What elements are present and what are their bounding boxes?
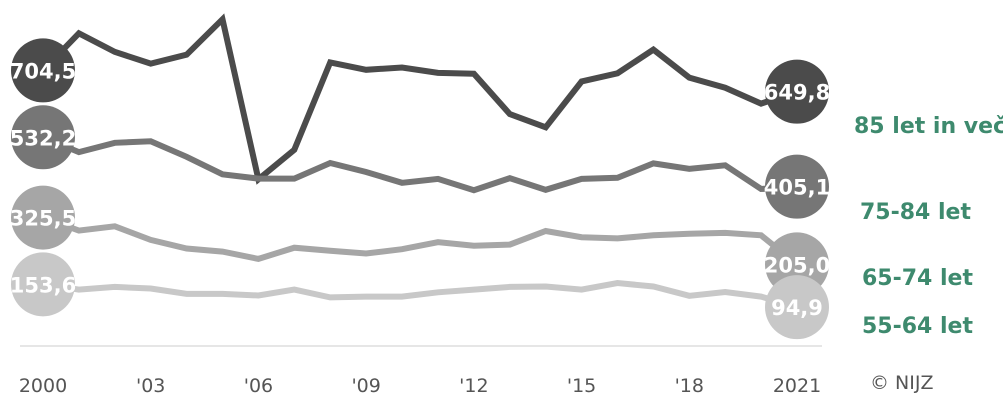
value-bubble-start-3: [11, 252, 75, 317]
value-label-start-3: 153,6: [10, 273, 76, 297]
value-label-start-2: 325,5: [10, 207, 76, 231]
value-label-end-3: 94,9: [771, 296, 823, 320]
value-label-start-1: 532,2: [10, 126, 76, 150]
x-tick-label: 2021: [773, 375, 821, 396]
x-tick-label: '03: [136, 375, 165, 396]
x-tick-label: '15: [567, 375, 596, 396]
value-label-end-2: 205,0: [764, 253, 830, 277]
x-tick-label: '09: [351, 375, 380, 396]
credit-text: NIJZ: [895, 372, 934, 394]
x-tick-label: '18: [675, 375, 704, 396]
series-line-0: [40, 13, 798, 185]
value-label-start-0: 704,5: [10, 59, 76, 83]
x-tick-label: '12: [459, 375, 488, 396]
value-bubble-start-0: [11, 38, 75, 103]
series-line-3: [42, 279, 798, 310]
copyright-icon: ©: [870, 372, 889, 394]
value-label-end-1: 405,1: [764, 176, 830, 200]
legend-label-65-74: 65-74 let: [862, 266, 973, 291]
legend-label-55-64: 55-64 let: [862, 314, 973, 339]
legend-label-85-plus: 85 let in več: [854, 114, 1003, 139]
credit: © NIJZ: [870, 372, 933, 394]
series-line-2: [41, 214, 799, 267]
value-bubble-end-0: [765, 59, 829, 124]
value-bubble-end-1: [765, 154, 829, 219]
value-bubble-start-1: [11, 105, 75, 170]
value-bubble-start-2: [11, 185, 75, 250]
value-label-end-0: 649,8: [764, 81, 830, 105]
x-tick-label: '06: [244, 375, 273, 396]
x-tick-label: 2000: [19, 375, 67, 396]
legend-label-75-84: 75-84 let: [860, 200, 971, 225]
series-line-1: [41, 134, 798, 194]
value-bubble-end-3: [765, 275, 829, 340]
